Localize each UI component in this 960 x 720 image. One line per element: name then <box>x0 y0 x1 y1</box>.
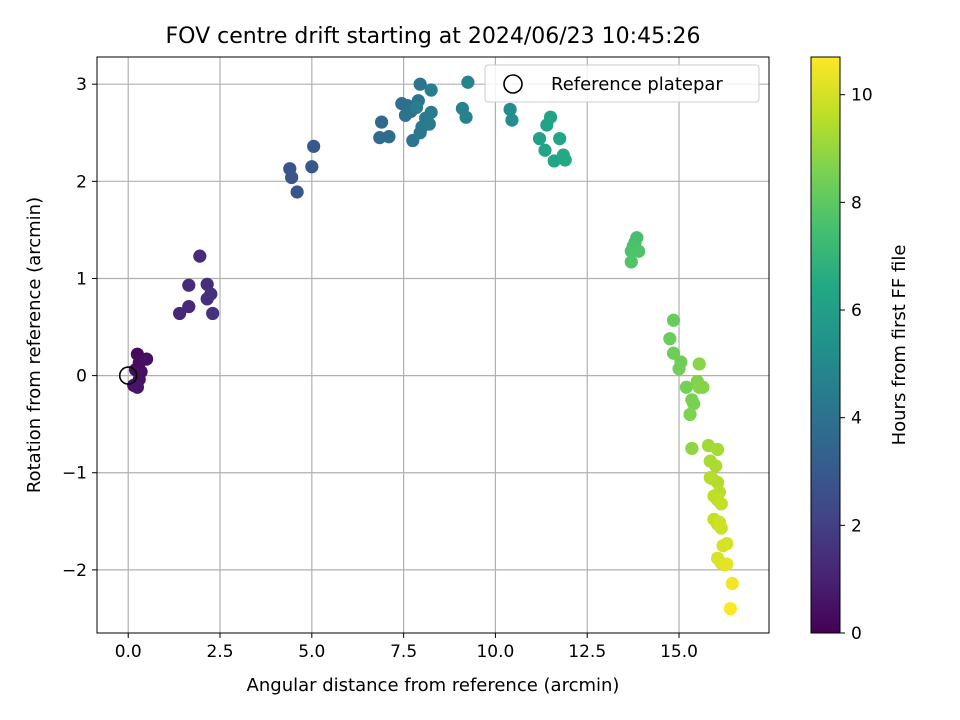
data-point <box>182 300 196 314</box>
legend-label: Reference platepar <box>551 74 723 95</box>
y-tick-label: 1 <box>76 269 87 289</box>
data-point <box>130 380 144 394</box>
colorbar-label: Hours from first FF file <box>889 245 910 446</box>
y-tick-label: 0 <box>76 367 87 387</box>
colorbar-tick-label: 8 <box>851 193 862 213</box>
data-point <box>710 442 725 457</box>
data-point <box>679 380 693 394</box>
colorbar-tick-label: 2 <box>851 516 862 536</box>
data-point <box>723 602 738 616</box>
y-tick-label: 3 <box>76 75 87 95</box>
y-tick-label: −1 <box>62 464 87 484</box>
x-tick-label: 5.0 <box>298 642 325 662</box>
data-point <box>409 100 424 115</box>
chart-title: FOV centre drift starting at 2024/06/23 … <box>166 24 701 49</box>
data-point <box>461 75 475 89</box>
colorbar-tick-label: 6 <box>851 301 862 321</box>
data-point <box>543 110 558 124</box>
legend-hollow-circle-icon <box>503 74 523 94</box>
data-point <box>206 306 220 321</box>
y-axis: −2 −1 0 1 2 3 <box>62 75 97 581</box>
data-point <box>692 357 706 371</box>
colorbar-tick-label: 0 <box>851 624 862 644</box>
x-tick-label: 0.0 <box>115 642 142 662</box>
data-point <box>382 130 396 144</box>
y-tick-label: 2 <box>76 172 87 192</box>
data-point <box>683 407 697 422</box>
colorbar-ticks: 0 2 4 6 8 10 <box>840 86 873 644</box>
data-point <box>424 105 438 119</box>
x-tick-label: 10.0 <box>476 642 514 662</box>
data-point <box>413 77 427 91</box>
data-point <box>374 115 389 129</box>
data-point <box>714 497 728 511</box>
data-point <box>459 110 473 124</box>
x-axis-label: Angular distance from reference (arcmin) <box>247 675 620 696</box>
colorbar: 0 2 4 6 8 10 Hours from first FF file <box>810 56 910 644</box>
data-point <box>709 459 723 473</box>
data-point <box>505 113 519 127</box>
data-point <box>424 83 438 97</box>
data-point <box>685 441 699 456</box>
data-point <box>532 131 547 146</box>
data-point <box>687 397 701 411</box>
data-point <box>663 332 677 346</box>
data-point <box>139 352 154 366</box>
data-point <box>720 557 734 571</box>
data-point <box>182 278 196 292</box>
x-tick-label: 15.0 <box>660 642 698 662</box>
data-point <box>696 380 710 394</box>
colorbar-tick-label: 4 <box>851 409 862 429</box>
data-point <box>666 313 681 327</box>
plot-frame <box>96 56 770 634</box>
data-point <box>725 576 739 591</box>
data-point <box>703 470 717 485</box>
y-tick-label: −2 <box>62 561 87 581</box>
y-axis-label: Rotation from reference (arcmin) <box>24 197 45 493</box>
data-points <box>127 75 739 616</box>
reference-platepar-marker <box>118 366 138 385</box>
data-point <box>307 139 321 153</box>
data-point <box>624 255 638 269</box>
data-point <box>285 170 299 185</box>
x-tick-label: 12.5 <box>568 642 606 662</box>
data-point <box>503 102 517 117</box>
colorbar-tick-label: 10 <box>851 86 873 106</box>
data-point <box>553 131 567 146</box>
data-point <box>666 346 681 360</box>
data-point <box>305 160 319 174</box>
data-point <box>200 292 214 306</box>
data-point <box>538 143 552 157</box>
data-point <box>290 185 304 199</box>
x-tick-label: 7.5 <box>390 642 417 662</box>
data-point <box>193 249 207 263</box>
data-point <box>632 244 646 258</box>
data-point <box>422 117 436 131</box>
data-point <box>712 515 727 529</box>
data-point <box>672 362 686 376</box>
colorbar-gradient <box>810 56 841 634</box>
data-point <box>558 153 572 167</box>
x-axis: 0.0 2.5 5.0 7.5 10.0 12.5 15.0 <box>115 633 698 662</box>
legend: Reference platepar <box>484 64 760 103</box>
x-tick-label: 2.5 <box>206 642 233 662</box>
data-point <box>398 108 413 122</box>
legend-box <box>484 64 760 103</box>
data-point <box>173 306 187 321</box>
data-point <box>716 538 730 553</box>
